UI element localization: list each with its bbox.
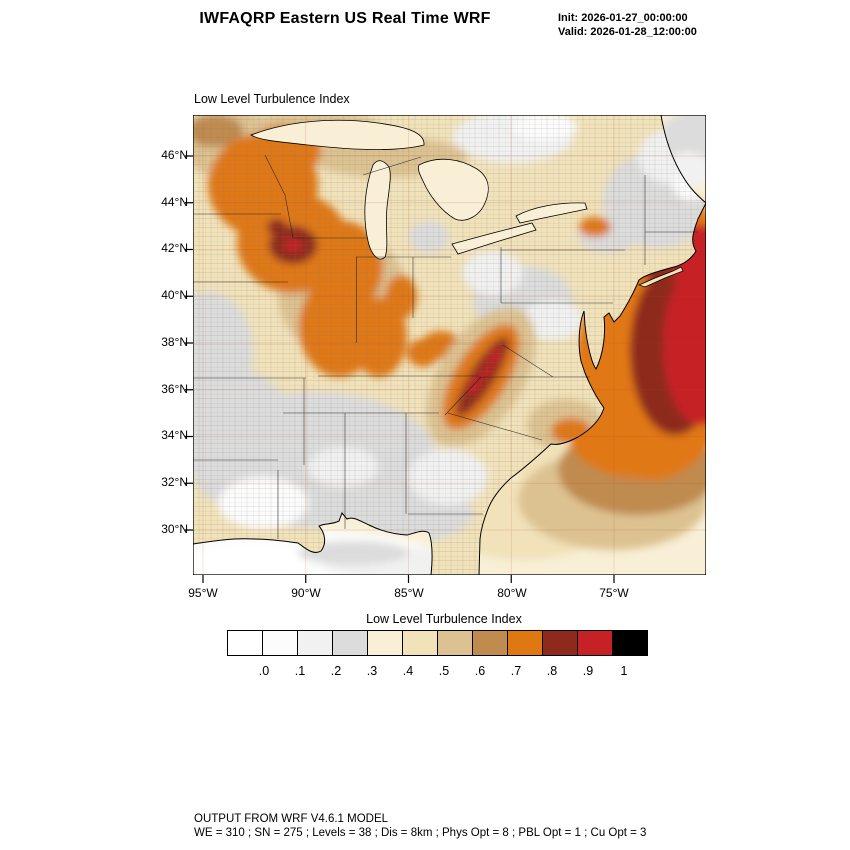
footer-model-line: OUTPUT FROM WRF V4.6.1 MODEL [194,813,389,825]
coastline [193,115,706,575]
y-axis-tick-label: 36°N [161,382,188,396]
colorbar-swatch [367,630,403,656]
y-axis-tick-label: 34°N [161,428,188,442]
lake-erie [451,222,537,255]
colorbar-swatch [577,630,613,656]
colorbar-tick-label: .4 [402,664,414,678]
x-axis-tick-label: 75°W [599,586,629,600]
colorbar-boxes [227,630,662,656]
lat-lon-graticule [193,115,706,575]
y-axis-tick-label: 30°N [161,522,188,536]
y-axis-tick-label: 40°N [161,288,188,302]
colorbar-tick-label: .7 [510,664,522,678]
lake-ontario [515,202,588,224]
y-axis-tick-label: 46°N [161,148,188,162]
colorbar-swatch [332,630,368,656]
x-axis-tick-label: 80°W [497,586,527,600]
colorbar-swatch [297,630,333,656]
y-axis-tick-label: 44°N [161,195,188,209]
x-axis-tick-label: 85°W [394,586,424,600]
axis-ticks [185,155,615,583]
colorbar-tick-label: .5 [438,664,450,678]
x-axis-tick-label: 95°W [188,586,218,600]
footer-config-line: WE = 310 ; SN = 275 ; Levels = 38 ; Dis … [194,827,647,839]
colorbar-title: Low Level Turbulence Index [366,612,522,626]
y-axis-tick-label: 38°N [161,335,188,349]
state-borders [193,154,698,539]
colorbar-tick-label: .8 [546,664,558,678]
x-axis-tick-label: 90°W [291,586,321,600]
lake-michigan [364,160,391,260]
colorbar-tick-label: .2 [330,664,342,678]
valid-time: Valid: 2026-01-28_12:00:00 [558,26,697,38]
colorbar-tick-label: .6 [474,664,486,678]
y-axis-tick-label: 42°N [161,241,188,255]
colorbar: .0 .1 .2 .3 .4 .5 .6 .7 .8 .9 1 [227,630,662,690]
colorbar-swatch [437,630,473,656]
long-island [638,266,684,288]
colorbar-swatch [472,630,508,656]
colorbar-tick-label: .3 [366,664,378,678]
colorbar-swatch [227,630,263,656]
run-metadata: Init: 2026-01-27_00:00:00 Valid: 2026-01… [558,11,697,39]
great-lakes [250,119,588,260]
colorbar-swatch [542,630,578,656]
colorbar-tick-label: .1 [294,664,306,678]
colorbar-tick-label: .0 [258,664,270,678]
colorbar-swatch [507,630,543,656]
colorbar-tick-label: 1 [620,664,628,678]
y-axis-tick-label: 32°N [161,475,188,489]
lake-superior [250,119,425,150]
lake-huron [417,158,489,221]
field-label: Low Level Turbulence Index [194,92,350,106]
colorbar-tick-label: .9 [582,664,594,678]
init-time: Init: 2026-01-27_00:00:00 [558,12,688,24]
colorbar-swatch [402,630,438,656]
colorbar-swatch [612,630,648,656]
map-svg [185,115,706,583]
map-area [193,115,706,575]
colorbar-swatch [262,630,298,656]
page-title: IWFAQRP Eastern US Real Time WRF [199,10,491,27]
